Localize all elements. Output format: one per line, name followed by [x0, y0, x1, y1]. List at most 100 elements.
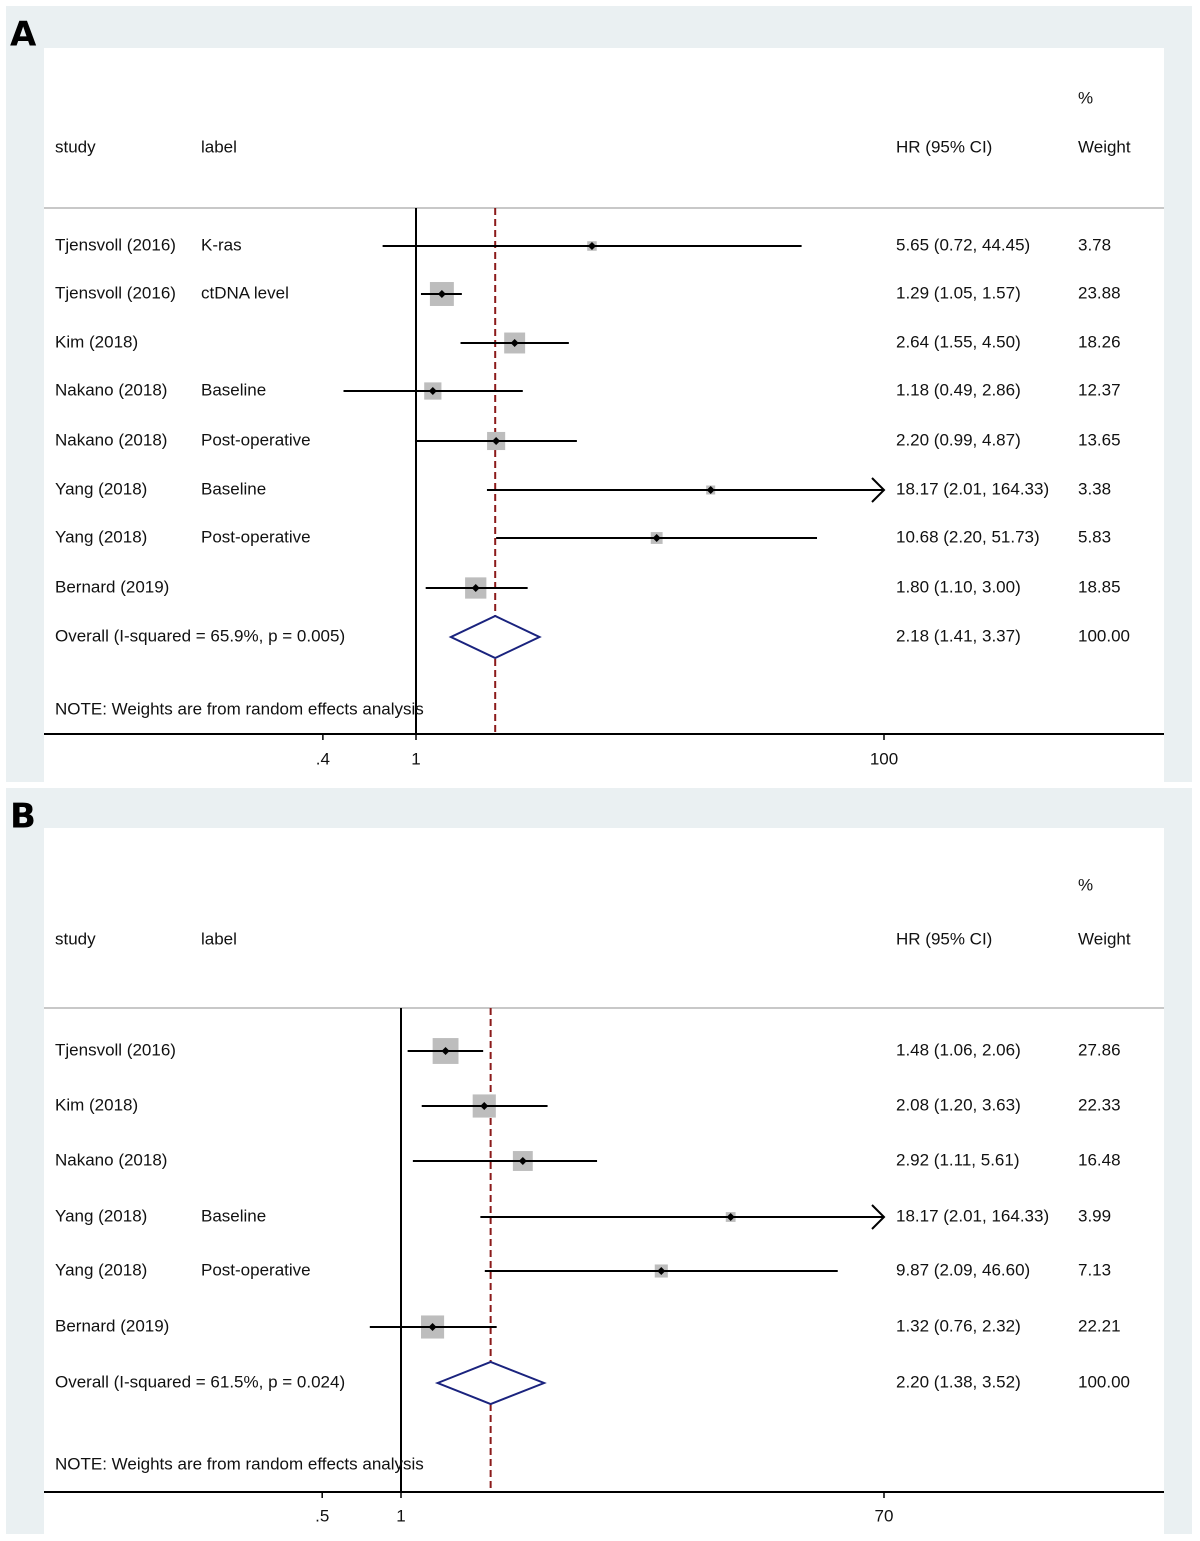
weight-text: 3.38 [1078, 479, 1111, 498]
study-name: Nakano (2018) [55, 380, 167, 399]
x-tick-label: .4 [316, 749, 330, 768]
weight-text: 27.86 [1078, 1040, 1121, 1059]
ci-arrow [871, 477, 886, 503]
study-label: Baseline [201, 380, 266, 399]
study-name: Bernard (2019) [55, 577, 169, 596]
plot-area [44, 828, 1164, 1534]
overall-weight-text: 100.00 [1078, 1372, 1130, 1391]
header-weight: Weight [1078, 929, 1131, 948]
hr-ci-text: 2.20 (0.99, 4.87) [896, 430, 1021, 449]
weight-text: 7.13 [1078, 1260, 1111, 1279]
header-label: label [201, 929, 237, 948]
header-study: study [55, 929, 96, 948]
point-estimate [480, 1102, 489, 1110]
point-estimate [428, 387, 437, 395]
overall-hr-ci-text: 2.18 (1.41, 3.37) [896, 626, 1021, 645]
point-estimate [441, 1047, 450, 1055]
panel-label: A [10, 15, 37, 55]
hr-ci-text: 5.65 (0.72, 44.45) [896, 235, 1030, 254]
study-name: Nakano (2018) [55, 430, 167, 449]
study-row: Kim (2018) 2.64 (1.55, 4.50) 18.26 [55, 332, 1121, 354]
study-row: Yang (2018) Post-operative 9.87 (2.09, 46.… [55, 1260, 1111, 1279]
weight-text: 3.99 [1078, 1206, 1111, 1225]
study-row: Nakano (2018) Baseline 1.18 (0.49, 2.86) 12… [55, 380, 1121, 400]
study-name: Yang (2018) [55, 1206, 147, 1225]
study-label: K-ras [201, 235, 242, 254]
overall-diamond [448, 614, 542, 660]
weight-text: 16.48 [1078, 1150, 1121, 1169]
hr-ci-text: 9.87 (2.09, 46.60) [896, 1260, 1030, 1279]
study-label: Post-operative [201, 430, 311, 449]
overall-weight-text: 100.00 [1078, 626, 1130, 645]
header-hr-ci: HR (95% CI) [896, 137, 992, 156]
point-estimate [587, 242, 596, 250]
weight-text: 18.26 [1078, 332, 1121, 351]
overall-diamond [434, 1360, 547, 1406]
study-label: Baseline [201, 1206, 266, 1225]
point-estimate [492, 437, 501, 445]
study-row: Nakano (2018) Post-operative 2.20 (0.99, 4… [55, 430, 1121, 451]
study-row: Yang (2018) Post-operative 10.68 (2.20, 51… [55, 527, 1111, 546]
x-tick-label: 100 [870, 749, 898, 768]
study-name: Nakano (2018) [55, 1150, 167, 1169]
header-weight: Weight [1078, 137, 1131, 156]
point-estimate [471, 584, 480, 592]
hr-ci-text: 1.80 (1.10, 3.00) [896, 577, 1021, 596]
study-label: Post-operative [201, 1260, 311, 1279]
study-row: Tjensvoll (2016) 1.48 (1.06, 2.06) 27.86 [55, 1038, 1121, 1064]
note-text: NOTE: Weights are from random effects an… [55, 699, 424, 718]
header-weight-percent: % [1078, 88, 1093, 107]
hr-ci-text: 2.08 (1.20, 3.63) [896, 1095, 1021, 1114]
study-row: Bernard (2019) 1.32 (0.76, 2.32) 22.21 [55, 1315, 1121, 1339]
overall-hr-ci-text: 2.20 (1.38, 3.52) [896, 1372, 1021, 1391]
study-row: Bernard (2019) 1.80 (1.10, 3.00) 18.85 [55, 577, 1121, 599]
study-label: Baseline [201, 479, 266, 498]
point-estimate [518, 1157, 527, 1165]
study-label: ctDNA level [201, 283, 289, 302]
panel-label: B [10, 797, 36, 837]
x-tick-label: 1 [411, 749, 420, 768]
study-name: Tjensvoll (2016) [55, 283, 176, 302]
study-name: Kim (2018) [55, 332, 138, 351]
point-estimate [726, 1213, 735, 1221]
note-text: NOTE: Weights are from random effects an… [55, 1454, 424, 1473]
ci-arrow [871, 1204, 886, 1230]
overall-row: Overall (I-squared = 65.9%, p = 0.005) 2.… [55, 614, 1130, 660]
weight-text: 22.21 [1078, 1316, 1121, 1335]
hr-ci-text: 2.92 (1.11, 5.61) [896, 1150, 1020, 1169]
hr-ci-text: 1.29 (1.05, 1.57) [896, 283, 1021, 302]
weight-text: 12.37 [1078, 380, 1121, 399]
point-estimate [428, 1323, 437, 1331]
hr-ci-text: 2.64 (1.55, 4.50) [896, 332, 1021, 351]
study-row: Tjensvoll (2016) K-ras 5.65 (0.72, 44.45) 3… [55, 235, 1111, 254]
study-row: Yang (2018) Baseline 18.17 (2.01, 164.33) 3… [55, 1204, 1111, 1230]
point-estimate [510, 339, 519, 347]
header-weight-percent: % [1078, 875, 1093, 894]
hr-ci-text: 18.17 (2.01, 164.33) [896, 1206, 1049, 1225]
study-name: Tjensvoll (2016) [55, 1040, 176, 1059]
plot-area [44, 48, 1164, 782]
point-estimate [437, 290, 446, 298]
study-name: Yang (2018) [55, 1260, 147, 1279]
hr-ci-text: 10.68 (2.20, 51.73) [896, 527, 1040, 546]
hr-ci-text: 1.18 (0.49, 2.86) [896, 380, 1021, 399]
study-name: Kim (2018) [55, 1095, 138, 1114]
study-name: Tjensvoll (2016) [55, 235, 176, 254]
point-estimate [706, 486, 715, 494]
overall-row: Overall (I-squared = 61.5%, p = 0.024) 2.… [55, 1360, 1130, 1406]
overall-label: Overall (I-squared = 65.9%, p = 0.005) [55, 626, 345, 645]
weight-text: 18.85 [1078, 577, 1121, 596]
overall-label: Overall (I-squared = 61.5%, p = 0.024) [55, 1372, 345, 1391]
weight-text: 22.33 [1078, 1095, 1121, 1114]
hr-ci-text: 18.17 (2.01, 164.33) [896, 479, 1049, 498]
x-tick-label: .5 [315, 1506, 329, 1525]
weight-text: 13.65 [1078, 430, 1121, 449]
study-name: Yang (2018) [55, 479, 147, 498]
study-row: Yang (2018) Baseline 18.17 (2.01, 164.33) 3… [55, 477, 1111, 503]
x-tick-label: 70 [875, 1506, 894, 1525]
study-row: Nakano (2018) 2.92 (1.11, 5.61) 16.48 [55, 1150, 1121, 1171]
header-hr-ci: HR (95% CI) [896, 929, 992, 948]
study-row: Kim (2018) 2.08 (1.20, 3.63) 22.33 [55, 1094, 1121, 1118]
